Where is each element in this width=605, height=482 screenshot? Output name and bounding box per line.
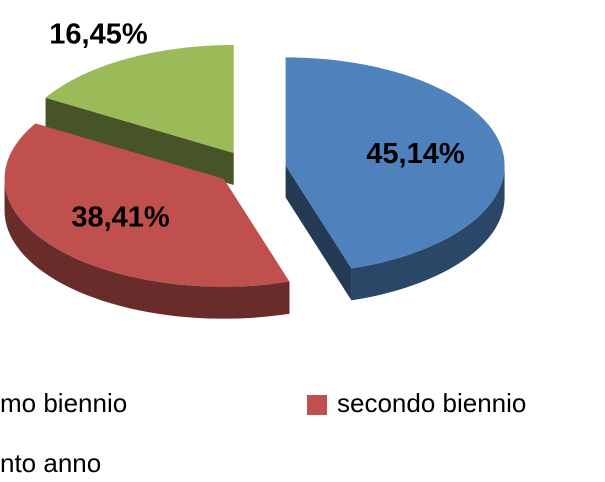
slice	[285, 57, 505, 269]
legend-label: secondo biennio	[337, 388, 526, 418]
slice-side	[4, 178, 290, 319]
pie	[4, 44, 505, 319]
slice-side	[45, 97, 234, 185]
data-label: 45,14%	[366, 138, 465, 170]
slice	[45, 44, 234, 153]
slice-side	[285, 165, 352, 301]
data-label: 16,45%	[49, 18, 148, 50]
slice-side	[351, 165, 505, 301]
legend-swatch	[307, 395, 327, 415]
legend-label: nto anno	[0, 448, 101, 478]
data-label: 38,41%	[71, 202, 170, 234]
slice	[4, 123, 290, 287]
legend-label: mo biennio	[0, 388, 127, 418]
